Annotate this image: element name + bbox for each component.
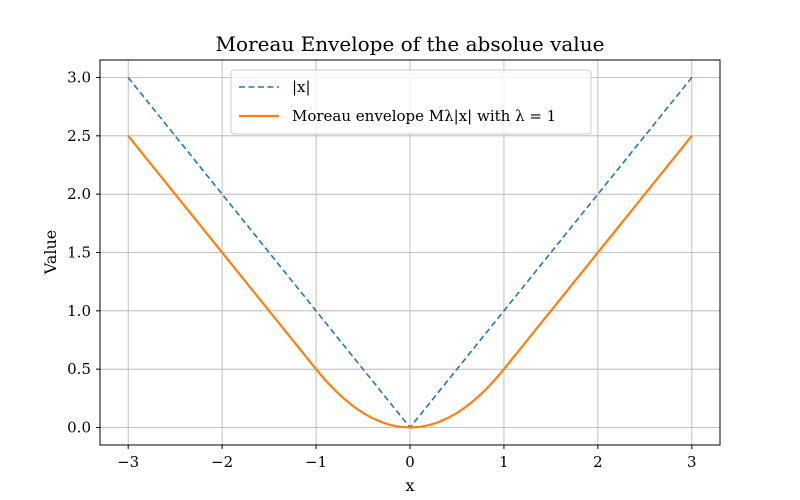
x-tick-label: −2 <box>211 453 233 471</box>
series-line-2 <box>127 135 693 429</box>
x-tick-label: 2 <box>593 453 603 471</box>
y-tick-label: 2.5 <box>67 127 91 145</box>
legend-label: |x| <box>292 78 311 96</box>
x-tick-label: 1 <box>499 453 509 471</box>
x-tick-label: 0 <box>405 453 415 471</box>
chart-title: Moreau Envelope of the absolue value <box>216 32 605 56</box>
x-tick-label: −3 <box>117 453 139 471</box>
legend-box <box>230 69 592 135</box>
y-tick-label: 1.0 <box>67 302 91 320</box>
y-tick-label: 3.0 <box>67 69 91 87</box>
legend-label: Moreau envelope Mλ|x| with λ = 1 <box>292 107 556 125</box>
y-axis-label: Value <box>41 230 60 276</box>
legend: |x| Moreau envelope Mλ|x| with λ = 1 <box>230 69 592 135</box>
x-axis-label: x <box>405 476 414 495</box>
x-tick-label: 3 <box>687 453 697 471</box>
y-tick-label: 2.0 <box>67 185 91 203</box>
ticks: −3 −2 −1 0 1 2 3 0.0 0.5 1.0 1.5 2.0 2.5 3.0 <box>67 69 696 472</box>
x-tick-label: −1 <box>305 453 327 471</box>
plot-area <box>127 76 693 429</box>
y-tick-label: 0.0 <box>67 419 91 437</box>
y-tick-label: 0.5 <box>67 360 91 378</box>
y-tick-label: 1.5 <box>67 244 91 262</box>
